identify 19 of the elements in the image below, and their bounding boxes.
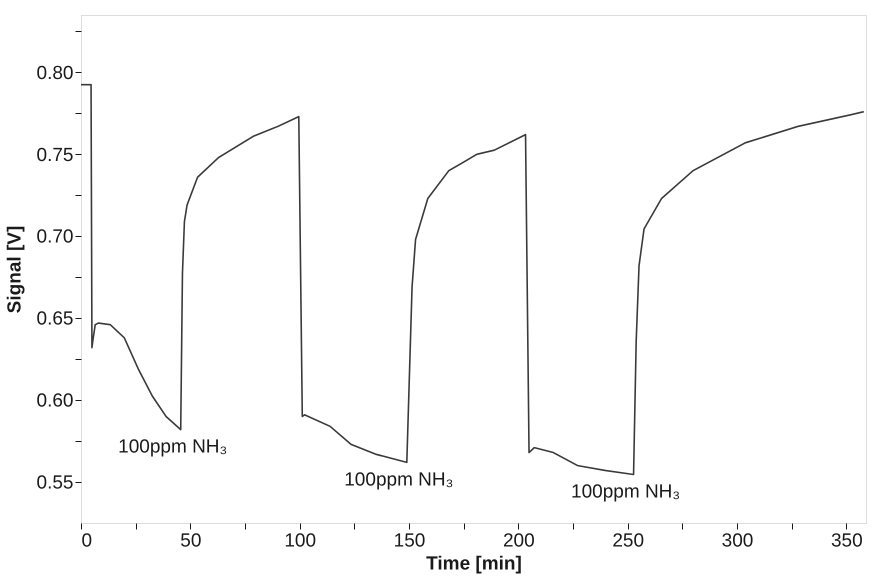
y-tick-label: 0.75 — [36, 144, 74, 166]
x-tick-label: 250 — [612, 530, 644, 552]
x-axis-title: Time [min] — [426, 554, 522, 574]
y-tick-label: 0.60 — [36, 390, 74, 412]
y-axis-title: Signal [V] — [4, 226, 26, 314]
annotation: 100ppm NH₃ — [118, 436, 228, 458]
x-tick-label: 0 — [82, 530, 92, 552]
x-tick-label: 350 — [830, 530, 863, 552]
x-tick-label: 50 — [180, 530, 202, 552]
annotation: 100ppm NH₃ — [571, 481, 680, 502]
x-tick-label: 150 — [394, 530, 426, 552]
y-tick-label: 0.70 — [36, 226, 74, 248]
y-tick-label: 0.80 — [36, 62, 74, 84]
x-tick-label: 200 — [502, 530, 535, 552]
x-tick-label: 300 — [722, 530, 754, 552]
y-tick-label: 0.65 — [36, 308, 74, 330]
x-tick-label: 100 — [284, 530, 316, 552]
y-tick-label: 0.55 — [36, 472, 74, 494]
annotation: 100ppm NH₃ — [344, 469, 454, 490]
